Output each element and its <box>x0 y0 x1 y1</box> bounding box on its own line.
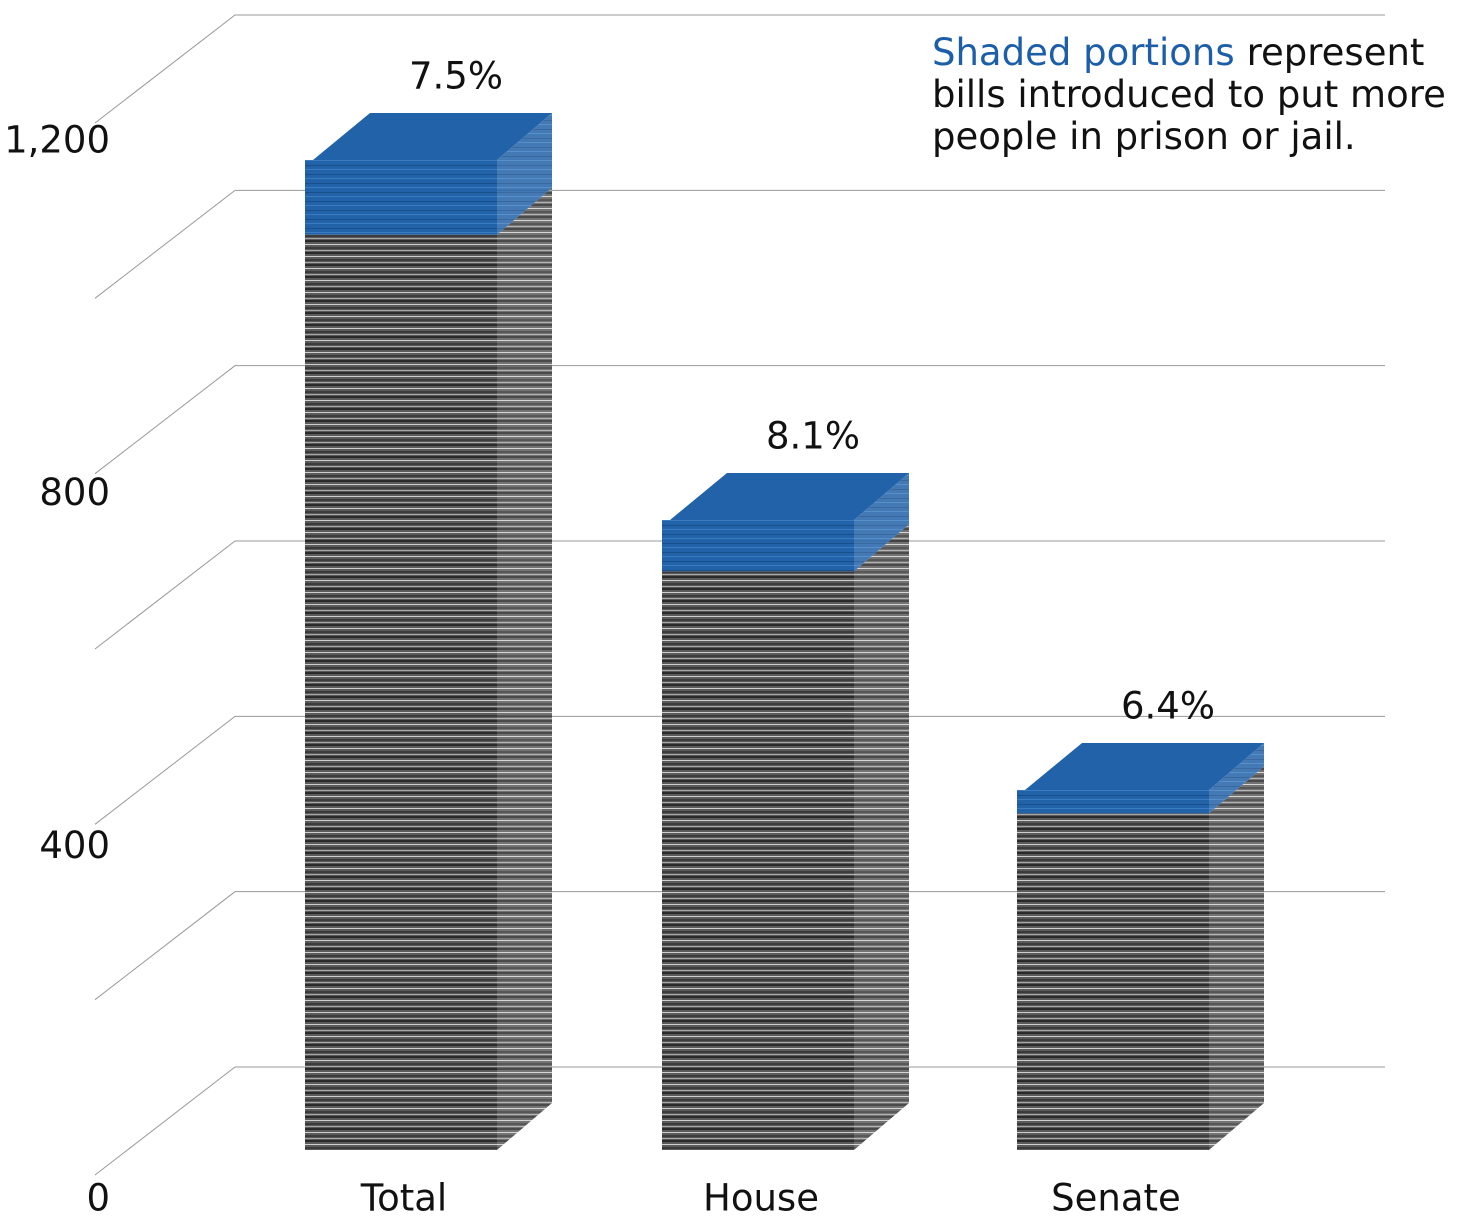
grid-line <box>94 189 1385 299</box>
bar-front <box>1017 813 1209 1150</box>
bar-top <box>670 473 909 520</box>
x-tick-label: House <box>703 1177 819 1220</box>
grid-line <box>94 715 1385 825</box>
bar-front <box>305 160 497 235</box>
bar-side <box>854 524 909 1150</box>
grid-line <box>94 1066 1385 1176</box>
bar-front <box>662 571 854 1150</box>
y-tick-label: 1,200 <box>4 119 110 162</box>
bar-segment <box>662 473 909 572</box>
note-line: bills introduced to put more <box>932 73 1446 116</box>
note-line: represent <box>1247 31 1425 74</box>
bar-segment <box>1017 766 1264 1150</box>
bar-side <box>497 187 552 1150</box>
bar-segment <box>1017 743 1264 814</box>
bar-top <box>313 113 552 160</box>
bar-front <box>662 520 854 572</box>
bar-segment <box>305 187 552 1150</box>
bar-side <box>1209 766 1264 1150</box>
bar-segment <box>305 113 552 235</box>
bar-side <box>497 113 552 235</box>
note-highlight: Shaded portions <box>932 31 1235 74</box>
grid-line <box>94 540 1385 650</box>
grid-line <box>94 891 1385 1001</box>
x-tick-label: Senate <box>1051 1177 1181 1220</box>
bar-segment <box>662 524 909 1150</box>
note-line: people in prison or jail. <box>932 115 1356 158</box>
bar-side <box>854 473 909 572</box>
note: Shaded portions represent bills introduced… <box>932 31 1446 158</box>
y-tick-label: 0 <box>86 1177 110 1220</box>
x-tick-label: Total <box>360 1177 447 1220</box>
grid-line <box>94 365 1385 475</box>
y-tick-label: 400 <box>39 824 110 867</box>
bar-side <box>1209 743 1264 814</box>
y-tick-label: 800 <box>39 471 110 514</box>
bar-front <box>305 234 497 1150</box>
annotation: 6.4% <box>1121 685 1215 728</box>
bar-top <box>1025 743 1264 790</box>
annotation: 7.5% <box>409 55 503 98</box>
grid-line <box>94 14 1385 124</box>
bar-front <box>1017 790 1209 814</box>
annotation: 8.1% <box>766 415 860 458</box>
